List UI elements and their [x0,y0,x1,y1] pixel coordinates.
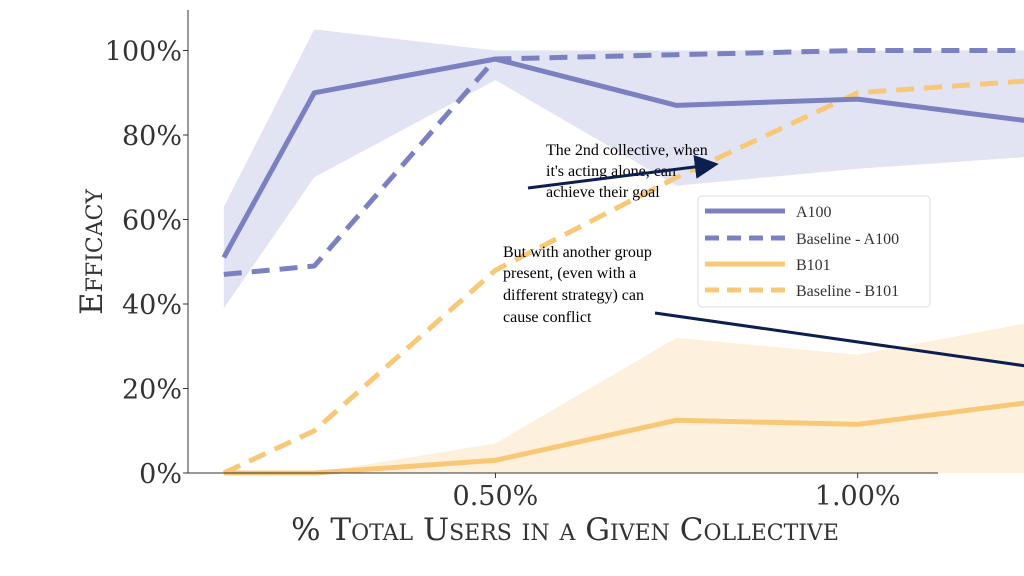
annotation-conflict-line-1: But with another group [503,244,652,261]
legend-label-baseline-b101: Baseline - B101 [796,283,899,300]
y-tick-label: 100% [105,37,182,68]
annotation-alone-line-2: it's acting alone, can [546,163,676,180]
annotation-conflict-arrow [654,311,1024,368]
x-axis-title: % Total Users in a Given Collective [291,512,839,548]
x-tick-label: 0.50% [453,481,539,512]
annotation-alone-line-1: The 2nd collective, when [546,142,708,159]
y-tick-label: 40% [122,290,182,321]
baseline-b101-line [222,78,1024,476]
baseline-a100-line [223,48,1024,277]
legend: A100 Baseline - A100 B101 Baseline - B10… [697,195,931,308]
y-axis-title: Efficacy [74,189,110,315]
annotation-conflict-line-4: cause conflict [503,309,592,326]
annotation-alone-line-3: achieve their goal [546,184,660,201]
y-tick-label: 0% [139,459,182,490]
y-tick-label: 80% [122,121,182,152]
annotation-conflict-line-2: present, (even with a [503,265,636,282]
annotation-alone: The 2nd collective, when it's acting alo… [527,142,719,201]
b101-confidence-band [223,323,1024,473]
annotation-alone-text: The 2nd collective, when it's acting alo… [546,142,712,201]
legend-label-b101: B101 [796,257,831,274]
annotation-conflict-text: But with another group present, (even wi… [503,244,656,326]
legend-box [697,195,931,308]
a100-line [221,56,1024,259]
annotation-alone-arrow [527,154,719,190]
x-tick-label: 1.00% [815,481,901,512]
annotation-conflict-line-3: different strategy) can [503,287,644,304]
b101-line [223,400,1024,476]
legend-label-a100: A100 [796,204,832,221]
y-tick-label: 60% [122,206,182,237]
annotation-conflict: But with another group present, (even wi… [503,244,1024,368]
y-tick-label: 20% [122,375,182,406]
legend-label-baseline-a100: Baseline - A100 [796,231,899,248]
